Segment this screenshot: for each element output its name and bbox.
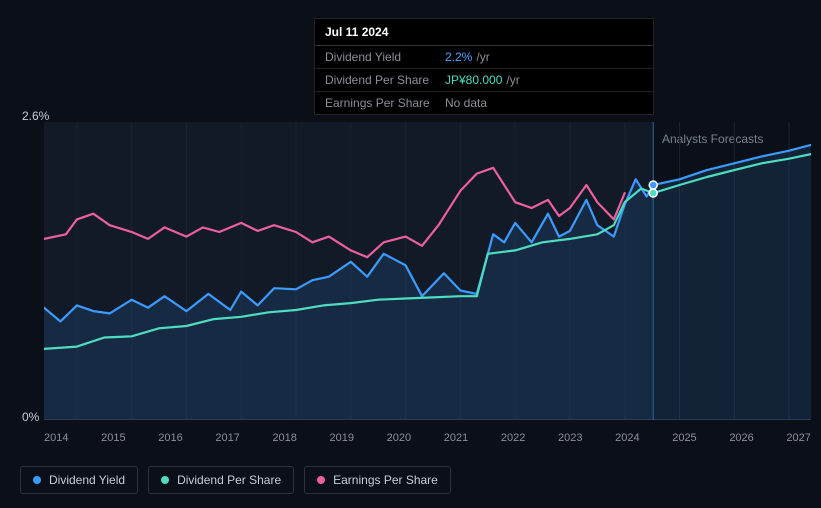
legend-dot-icon <box>317 476 325 484</box>
legend-label: Dividend Per Share <box>177 473 281 487</box>
series-marker <box>649 189 657 197</box>
x-axis-tick: 2024 <box>615 432 639 444</box>
chart-legend: Dividend Yield Dividend Per Share Earnings… <box>20 466 451 494</box>
x-axis-tick: 2025 <box>672 432 696 444</box>
x-axis-tick: 2020 <box>387 432 411 444</box>
x-axis-tick: 2021 <box>444 432 468 444</box>
tooltip-row-nodata: No data <box>445 96 487 110</box>
series-marker <box>649 181 657 189</box>
tooltip-row-label: Dividend Per Share <box>325 73 445 87</box>
x-axis-tick: 2016 <box>158 432 182 444</box>
tooltip-date: Jul 11 2024 <box>315 19 653 46</box>
legend-dot-icon <box>161 476 169 484</box>
tooltip-row-label: Earnings Per Share <box>325 96 445 110</box>
legend-item[interactable]: Dividend Yield <box>20 466 138 494</box>
x-axis-tick: 2019 <box>330 432 354 444</box>
legend-label: Dividend Yield <box>49 473 125 487</box>
x-axis-tick: 2018 <box>272 432 296 444</box>
x-axis-tick: 2017 <box>215 432 239 444</box>
x-axis-tick: 2023 <box>558 432 582 444</box>
x-axis-tick: 2026 <box>729 432 753 444</box>
tooltip-row: Earnings Per ShareNo data <box>315 92 653 114</box>
x-axis-tick: 2014 <box>44 432 68 444</box>
tooltip-row-suffix: /yr <box>506 73 519 87</box>
x-axis-tick: 2022 <box>501 432 525 444</box>
tooltip-row-suffix: /yr <box>476 50 489 64</box>
legend-dot-icon <box>33 476 41 484</box>
tooltip-row: Dividend Per ShareJP¥80.000/yr <box>315 69 653 92</box>
x-axis-labels: 2014 2015 2016 2017 2018 2019 2020 2021 2022 2023… <box>44 432 811 444</box>
tooltip-row: Dividend Yield2.2% /yr <box>315 46 653 69</box>
tooltip-row-label: Dividend Yield <box>325 50 445 64</box>
x-axis-tick: 2015 <box>101 432 125 444</box>
legend-item[interactable]: Earnings Per Share <box>304 466 451 494</box>
legend-item[interactable]: Dividend Per Share <box>148 466 294 494</box>
chart-tooltip: Jul 11 2024 Dividend Yield2.2%/yrDividen… <box>314 18 654 115</box>
y-axis-label-min: 0% <box>22 410 39 424</box>
y-axis-label-max: 2.6% <box>22 109 49 123</box>
x-axis-tick: 2027 <box>786 432 810 444</box>
tooltip-body: Dividend Yield2.2%/yrDividend Per ShareJ… <box>315 46 653 114</box>
tooltip-row-value: 2.2% <box>445 50 472 64</box>
tooltip-row-value: JP¥80.000 <box>445 73 502 87</box>
chart-plot-area[interactable] <box>44 122 811 420</box>
legend-label: Earnings Per Share <box>333 473 438 487</box>
